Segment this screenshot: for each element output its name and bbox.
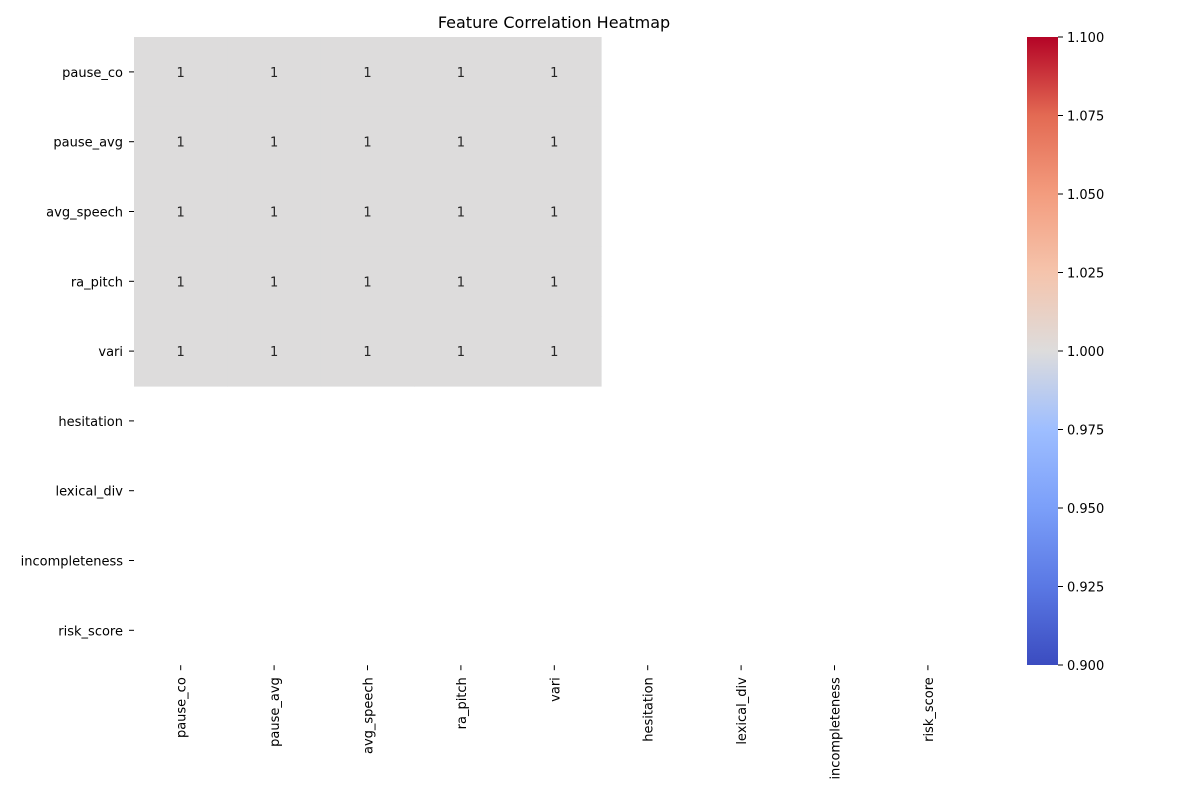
- heatmap-cell: [320, 246, 415, 317]
- y-tick-label: vari: [98, 345, 123, 360]
- x-tick-label: lexical_div: [735, 677, 750, 745]
- cell-value-label: 1: [363, 66, 371, 81]
- cell-value-label: 1: [270, 275, 278, 290]
- chart-title: Feature Correlation Heatmap: [438, 13, 670, 32]
- colorbar-tick-label: 0.975: [1067, 424, 1104, 439]
- cell-value-label: 1: [457, 206, 465, 221]
- y-tick-label: risk_score: [58, 624, 123, 639]
- heatmap-cell: [507, 106, 602, 178]
- colorbar-tick-label: 1.100: [1067, 31, 1104, 46]
- heatmap-cell: [134, 246, 228, 317]
- cell-value-label: 1: [363, 136, 371, 151]
- cell-value-label: 1: [177, 345, 185, 360]
- heatmap-cell: [507, 316, 602, 387]
- cell-value-label: 1: [457, 345, 465, 360]
- heatmap-cell: [134, 37, 228, 108]
- cell-value-label: 1: [550, 275, 558, 290]
- y-tick-label: pause_avg: [53, 136, 123, 151]
- heatmap-cell: [227, 316, 322, 387]
- x-tick-label: incompleteness: [829, 677, 844, 780]
- cell-value-label: 1: [363, 345, 371, 360]
- cell-value-label: 1: [550, 66, 558, 81]
- colorbar-tick-label: 1.025: [1067, 267, 1104, 282]
- y-tick-label: hesitation: [58, 415, 123, 430]
- cell-value-label: 1: [550, 206, 558, 221]
- x-tick-label: pause_avg: [268, 677, 283, 747]
- cell-value-label: 1: [177, 275, 185, 290]
- x-tick-label: risk_score: [922, 677, 937, 742]
- y-tick-label: avg_speech: [46, 206, 123, 221]
- cell-value-label: 1: [457, 136, 465, 151]
- cell-value-label: 1: [270, 345, 278, 360]
- y-tick-label: incompleteness: [21, 555, 124, 570]
- x-tick-label: avg_speech: [362, 677, 377, 754]
- heatmap-cell: [507, 176, 602, 247]
- colorbar-gradient: [1027, 37, 1058, 665]
- heatmap-cell: [227, 176, 322, 247]
- colorbar: 0.900 0.925 0.950 0.975 1.000 1.025 1.050 1.075…: [1027, 31, 1104, 674]
- heatmap-cell: [320, 37, 415, 108]
- cell-value-label: 1: [177, 66, 185, 81]
- heatmap-cell: [320, 106, 415, 178]
- heatmap-cell: [414, 37, 509, 108]
- heatmap-cell: [507, 246, 602, 317]
- heatmap-cell: [134, 106, 228, 178]
- colorbar-tick-label: 1.075: [1067, 110, 1104, 125]
- heatmap-cell: [414, 176, 509, 247]
- heatmap-cell: [414, 316, 509, 387]
- heatmap-cell: [227, 37, 322, 108]
- colorbar-tick-label: 1.050: [1067, 188, 1104, 203]
- colorbar-tick-label: 0.950: [1067, 502, 1104, 517]
- cell-value-label: 1: [363, 206, 371, 221]
- colorbar-tick-label: 1.000: [1067, 345, 1104, 360]
- colorbar-tick-label: 0.925: [1067, 581, 1104, 596]
- colorbar-tick-label: 0.900: [1067, 659, 1104, 674]
- heatmap-cell: [507, 37, 602, 108]
- heatmap-cell: [414, 246, 509, 317]
- cell-value-label: 1: [177, 206, 185, 221]
- x-tick-labels: pause_co pause_avg avg_speech ra_pitch vari h…: [175, 665, 937, 780]
- cell-value-label: 1: [270, 206, 278, 221]
- heatmap-cell: [134, 176, 228, 247]
- heatmap-cell: [227, 246, 322, 317]
- cell-value-label: 1: [270, 136, 278, 151]
- x-tick-label: hesitation: [642, 677, 657, 742]
- y-tick-label: ra_pitch: [71, 275, 123, 290]
- y-tick-label: lexical_div: [56, 485, 124, 500]
- heatmap-cell: [320, 316, 415, 387]
- cell-value-label: 1: [270, 66, 278, 81]
- heatmap-cell: [134, 316, 228, 387]
- heatmap-cell: [414, 106, 509, 178]
- y-tick-label: pause_co: [62, 66, 123, 81]
- x-tick-label: ra_pitch: [455, 677, 470, 729]
- cell-value-label: 1: [363, 275, 371, 290]
- cell-value-label: 1: [457, 66, 465, 81]
- cell-value-label: 1: [550, 345, 558, 360]
- cell-value-label: 1: [457, 275, 465, 290]
- heatmap-cell: [320, 176, 415, 247]
- heatmap-cells: 1 1 1 1 1 1 1 1 1 1 1 1 1 1 1 1 1 1 1 1 1 1 1 1 1: [134, 37, 602, 387]
- heatmap-cell: [227, 106, 322, 178]
- x-tick-label: vari: [548, 677, 563, 702]
- cell-value-label: 1: [177, 136, 185, 151]
- cell-value-label: 1: [550, 136, 558, 151]
- x-tick-label: pause_co: [175, 677, 190, 738]
